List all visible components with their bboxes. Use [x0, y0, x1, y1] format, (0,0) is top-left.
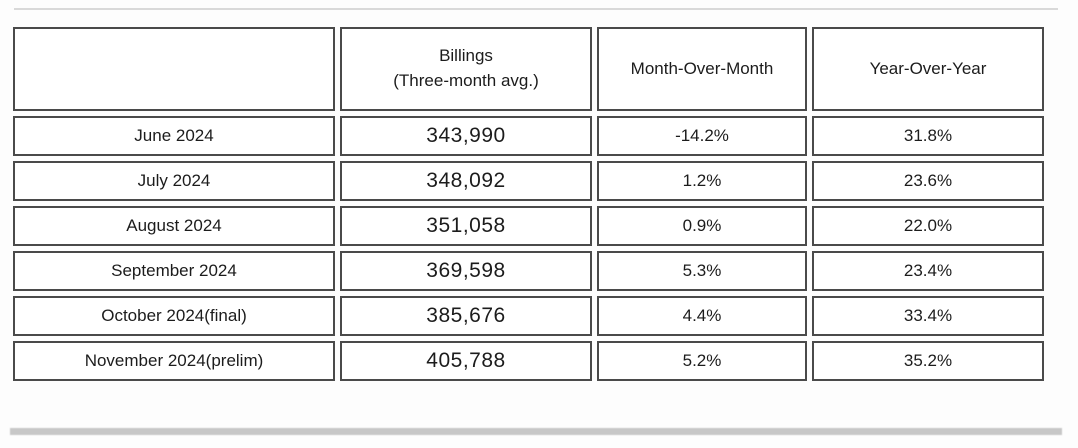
header-label-billings-line1: Billings	[439, 46, 493, 66]
table-row: November 2024(prelim) 405,788 5.2% 35.2%	[13, 341, 1044, 381]
mom-cell: 4.4%	[597, 296, 807, 336]
month-cell: June 2024	[13, 116, 335, 156]
billings-cell: 343,990	[340, 116, 592, 156]
month-cell: September 2024	[13, 251, 335, 291]
yoy-cell: 23.4%	[812, 251, 1044, 291]
cropped-edge-top	[14, 8, 1058, 10]
yoy-cell: 23.6%	[812, 161, 1044, 201]
mom-cell: 1.2%	[597, 161, 807, 201]
billings-cell: 385,676	[340, 296, 592, 336]
billings-cell: 348,092	[340, 161, 592, 201]
header-cell-mom: Month-Over-Month	[597, 27, 807, 111]
table-row: June 2024 343,990 -14.2% 31.8%	[13, 116, 1044, 156]
header-cell-yoy: Year-Over-Year	[812, 27, 1044, 111]
billings-cell: 351,058	[340, 206, 592, 246]
header-label-billings-line2: (Three-month avg.)	[393, 71, 539, 90]
month-cell: August 2024	[13, 206, 335, 246]
table-row: September 2024 369,598 5.3% 23.4%	[13, 251, 1044, 291]
month-cell: October 2024(final)	[13, 296, 335, 336]
month-cell: November 2024(prelim)	[13, 341, 335, 381]
header-label-yoy: Year-Over-Year	[869, 58, 987, 78]
cropped-edge-bottom	[10, 428, 1062, 435]
header-label-mom: Month-Over-Month	[630, 58, 774, 78]
yoy-cell: 31.8%	[812, 116, 1044, 156]
table-row: October 2024(final) 385,676 4.4% 33.4%	[13, 296, 1044, 336]
yoy-cell: 35.2%	[812, 341, 1044, 381]
table-body: June 2024 343,990 -14.2% 31.8% July 2024…	[13, 116, 1044, 381]
mom-cell: 0.9%	[597, 206, 807, 246]
mom-cell: 5.3%	[597, 251, 807, 291]
table-row: August 2024 351,058 0.9% 22.0%	[13, 206, 1044, 246]
mom-cell: -14.2%	[597, 116, 807, 156]
mom-cell: 5.2%	[597, 341, 807, 381]
yoy-cell: 33.4%	[812, 296, 1044, 336]
yoy-cell: 22.0%	[812, 206, 1044, 246]
header-cell-billings: Billings (Three-month avg.)	[340, 27, 592, 111]
month-cell: July 2024	[13, 161, 335, 201]
billings-cell: 405,788	[340, 341, 592, 381]
header-row: Billings (Three-month avg.) Month-Over-M…	[13, 27, 1044, 111]
billings-table: Billings (Three-month avg.) Month-Over-M…	[8, 22, 1049, 386]
table-header: Billings (Three-month avg.) Month-Over-M…	[13, 27, 1044, 111]
billings-cell: 369,598	[340, 251, 592, 291]
header-cell-month	[13, 27, 335, 111]
table-row: July 2024 348,092 1.2% 23.6%	[13, 161, 1044, 201]
